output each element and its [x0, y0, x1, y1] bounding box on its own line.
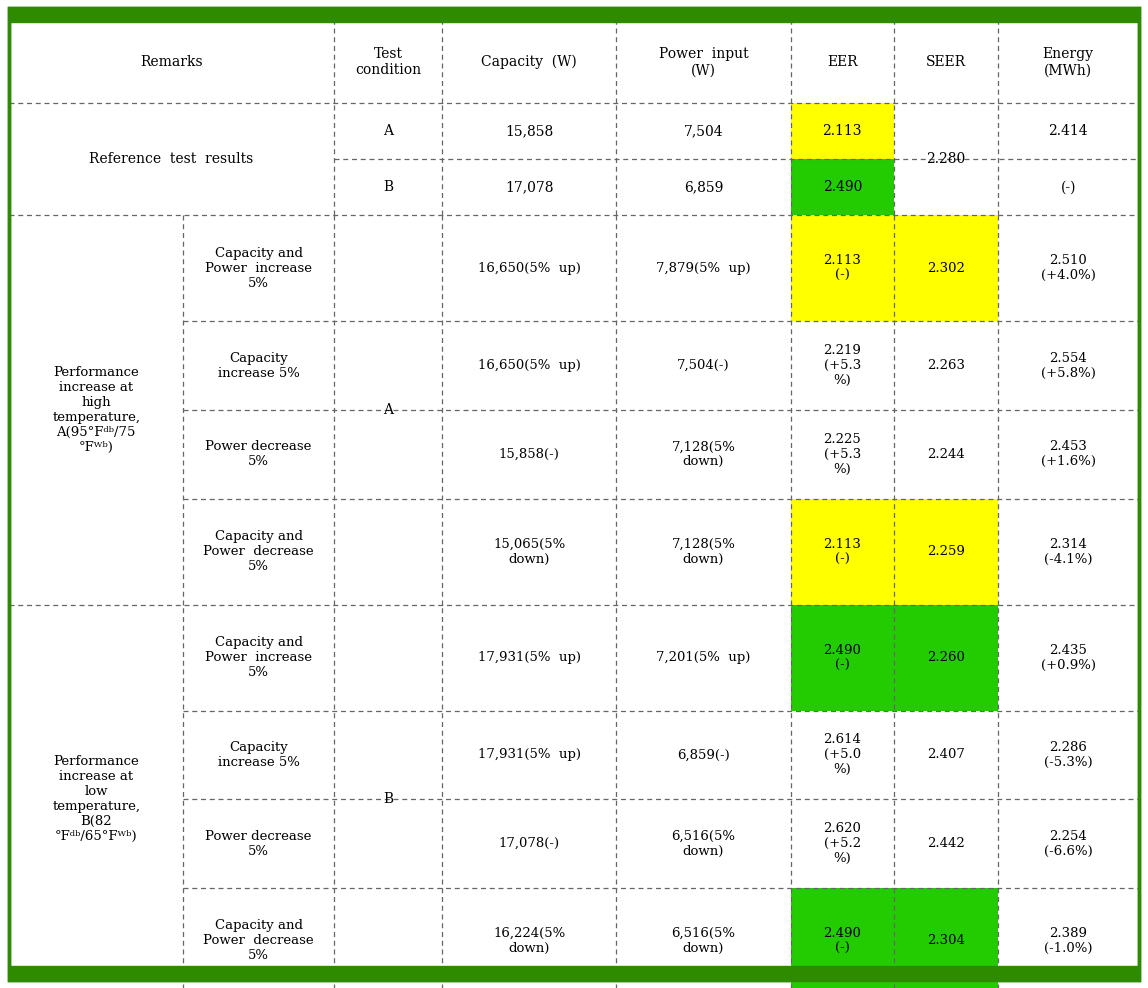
Bar: [791, 499, 894, 605]
Text: 2.510
(+4.0%): 2.510 (+4.0%): [1041, 254, 1095, 283]
Text: 2.620
(+5.2
%): 2.620 (+5.2 %): [823, 822, 861, 865]
Text: B: B: [383, 180, 393, 195]
Text: 2.219
(+5.3
%): 2.219 (+5.3 %): [823, 344, 861, 387]
Text: 6,516(5%
down): 6,516(5% down): [672, 830, 736, 858]
Text: 2.453
(+1.6%): 2.453 (+1.6%): [1041, 441, 1095, 468]
Text: 2.490
(-): 2.490 (-): [823, 643, 861, 672]
Bar: [9, 8, 1139, 22]
Text: Capacity
increase 5%: Capacity increase 5%: [218, 741, 300, 769]
Text: 2.225
(+5.3
%): 2.225 (+5.3 %): [823, 433, 861, 476]
Text: 2.280: 2.280: [926, 152, 965, 166]
Text: 2.490
(-): 2.490 (-): [823, 927, 861, 955]
Text: 16,650(5%  up): 16,650(5% up): [478, 262, 581, 275]
Text: 2.314
(-4.1%): 2.314 (-4.1%): [1044, 537, 1093, 565]
Text: 2.442: 2.442: [926, 837, 964, 850]
Text: 2.407: 2.407: [926, 749, 964, 762]
Text: Performance
increase at
high
temperature,
A(95°Fᵈᵇ/75
°Fᵂᵇ): Performance increase at high temperature…: [53, 366, 140, 453]
Text: 7,879(5%  up): 7,879(5% up): [657, 262, 751, 275]
Text: 2.414: 2.414: [1048, 124, 1088, 138]
Text: 2.304: 2.304: [926, 935, 964, 947]
Text: 2.286
(-5.3%): 2.286 (-5.3%): [1044, 741, 1093, 769]
Bar: [894, 499, 998, 605]
Text: 17,931(5%  up): 17,931(5% up): [478, 749, 581, 762]
Text: Capacity  (W): Capacity (W): [481, 55, 577, 69]
Text: 2.254
(-6.6%): 2.254 (-6.6%): [1044, 830, 1093, 858]
Text: Power decrease
5%: Power decrease 5%: [205, 830, 312, 858]
Text: Test
condition: Test condition: [355, 47, 421, 77]
Text: 15,858(-): 15,858(-): [499, 448, 560, 460]
Text: 17,078: 17,078: [505, 180, 553, 195]
Text: Capacity
increase 5%: Capacity increase 5%: [218, 352, 300, 379]
Bar: [791, 215, 894, 321]
Text: Reference  test  results: Reference test results: [90, 152, 254, 166]
Text: Energy
(MWh): Energy (MWh): [1042, 47, 1094, 77]
Text: Remarks: Remarks: [140, 55, 203, 69]
Text: 2.113
(-): 2.113 (-): [823, 254, 861, 283]
Text: B: B: [383, 792, 393, 806]
Text: 16,650(5%  up): 16,650(5% up): [478, 359, 581, 372]
Text: A: A: [383, 124, 393, 138]
Text: 2.113: 2.113: [822, 124, 862, 138]
Text: (-): (-): [1061, 180, 1076, 195]
Text: 7,504: 7,504: [683, 124, 723, 138]
Text: 7,128(5%
down): 7,128(5% down): [672, 441, 736, 468]
Text: 17,078(-): 17,078(-): [498, 837, 560, 850]
Text: 2.614
(+5.0
%): 2.614 (+5.0 %): [823, 733, 861, 777]
Bar: [894, 605, 998, 710]
Text: 2.302: 2.302: [926, 262, 964, 275]
Text: EER: EER: [827, 55, 858, 69]
Text: Power  input
(W): Power input (W): [659, 47, 748, 77]
Bar: [894, 888, 998, 988]
Text: 2.490: 2.490: [823, 180, 862, 195]
Text: Capacity and
Power  increase
5%: Capacity and Power increase 5%: [205, 247, 312, 289]
Text: 2.113
(-): 2.113 (-): [823, 537, 861, 565]
Text: 2.260: 2.260: [926, 651, 964, 664]
Text: 2.435
(+0.9%): 2.435 (+0.9%): [1041, 643, 1095, 672]
Text: 16,224(5%
down): 16,224(5% down): [494, 927, 566, 955]
Bar: [894, 215, 998, 321]
Text: 6,859(-): 6,859(-): [677, 749, 730, 762]
Text: 15,858: 15,858: [505, 124, 553, 138]
Text: 7,504(-): 7,504(-): [677, 359, 730, 372]
Text: 6,859: 6,859: [684, 180, 723, 195]
Text: Capacity and
Power  decrease
5%: Capacity and Power decrease 5%: [203, 920, 313, 962]
Text: 2.389
(-1.0%): 2.389 (-1.0%): [1044, 927, 1093, 955]
Text: 6,516(5%
down): 6,516(5% down): [672, 927, 736, 955]
Text: 7,128(5%
down): 7,128(5% down): [672, 537, 736, 565]
Text: SEER: SEER: [925, 55, 965, 69]
Text: 2.244: 2.244: [926, 448, 964, 460]
Text: Capacity and
Power  increase
5%: Capacity and Power increase 5%: [205, 636, 312, 679]
Text: Power decrease
5%: Power decrease 5%: [205, 441, 312, 468]
Bar: [9, 966, 1139, 980]
Text: 7,201(5%  up): 7,201(5% up): [657, 651, 751, 664]
Text: 2.263: 2.263: [926, 359, 964, 372]
Text: Performance
increase at
low
temperature,
B(82
°Fᵈᵇ/65°Fᵂᵇ): Performance increase at low temperature,…: [53, 755, 140, 844]
Text: Capacity and
Power  decrease
5%: Capacity and Power decrease 5%: [203, 531, 313, 573]
Bar: [791, 605, 894, 710]
Bar: [791, 159, 894, 215]
Text: A: A: [383, 403, 393, 417]
Text: 2.259: 2.259: [926, 545, 964, 558]
Text: 2.554
(+5.8%): 2.554 (+5.8%): [1041, 352, 1095, 379]
Bar: [791, 888, 894, 988]
Text: 15,065(5%
down): 15,065(5% down): [494, 537, 566, 565]
Text: 17,931(5%  up): 17,931(5% up): [478, 651, 581, 664]
Bar: [791, 103, 894, 159]
